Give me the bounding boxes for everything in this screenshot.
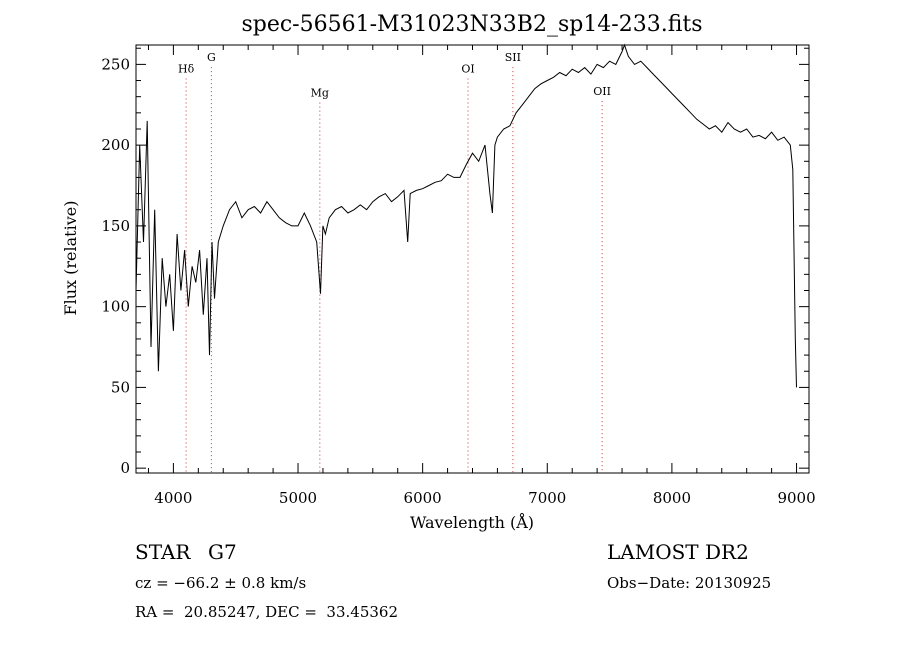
spectral-line-label: OI bbox=[461, 62, 474, 75]
object-class: STAR bbox=[135, 540, 191, 564]
spectrum-line bbox=[135, 43, 797, 388]
plot-axes: 4000 5000 6000 7000 8000 9000 0 50 100 150 200 250 bbox=[101, 44, 816, 507]
spectral-line-markers: Hδ G Mg OI SII OII bbox=[178, 51, 611, 473]
chart-title: spec-56561-M31023N33B2_sp14-233.fits bbox=[241, 12, 702, 37]
y-tick-label: 150 bbox=[101, 217, 130, 235]
y-tick-label: 0 bbox=[120, 459, 130, 477]
redshift-velocity: cz = −66.2 ± 0.8 km/s bbox=[135, 574, 307, 592]
spectrum-series bbox=[135, 43, 797, 388]
x-tick-label: 7000 bbox=[528, 489, 566, 507]
y-axis-label: Flux (relative) bbox=[61, 201, 80, 316]
x-tick-label: 8000 bbox=[653, 489, 691, 507]
y-tick-label: 50 bbox=[111, 378, 130, 396]
sky-coordinates: RA = 20.85247, DEC = 33.45362 bbox=[135, 603, 399, 621]
y-tick-label: 200 bbox=[101, 136, 130, 154]
x-tick-label: 4000 bbox=[154, 489, 192, 507]
survey-name: LAMOST DR2 bbox=[607, 540, 749, 564]
spectral-line-label: G bbox=[207, 51, 216, 64]
spectral-line-label: OII bbox=[593, 85, 611, 98]
spectral-line-label: SII bbox=[505, 51, 521, 64]
x-tick-label: 9000 bbox=[777, 489, 815, 507]
spectral-line-label: Mg bbox=[311, 87, 329, 100]
x-axis-label: Wavelength (Å) bbox=[410, 512, 534, 532]
observation-date: Obs−Date: 20130925 bbox=[607, 574, 772, 592]
spectral-line-label: Hδ bbox=[178, 62, 195, 75]
x-tick-label: 5000 bbox=[279, 489, 317, 507]
y-tick-label: 100 bbox=[101, 298, 130, 316]
y-tick-label: 250 bbox=[101, 55, 130, 73]
plot-frame bbox=[135, 44, 810, 474]
object-subclass: G7 bbox=[208, 540, 237, 564]
x-tick-label: 6000 bbox=[404, 489, 442, 507]
